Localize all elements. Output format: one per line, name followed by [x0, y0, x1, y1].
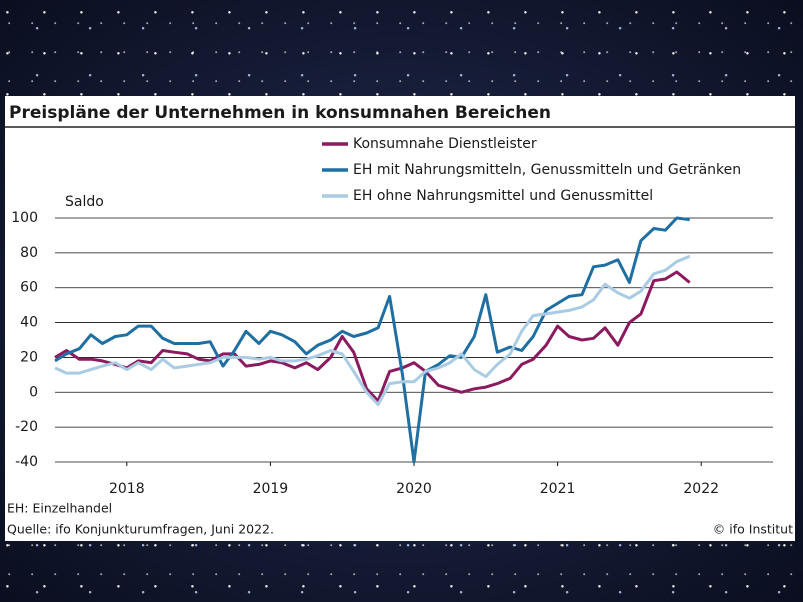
x-tick-label: 2021 [540, 481, 576, 497]
x-tick-label: 2022 [683, 481, 719, 497]
y-tick-label: 20 [20, 349, 38, 365]
y-tick-label: -40 [15, 454, 38, 470]
series-line [54, 254, 691, 406]
source: Quelle: ifo Konjunkturumfragen, Juni 202… [7, 522, 274, 537]
y-tick-label: 0 [29, 384, 38, 400]
x-tick-label: 2019 [253, 481, 289, 497]
note: EH: Einzelhandel [7, 501, 112, 516]
legend-label: Konsumnahe Dienstleister [353, 136, 537, 152]
y-tick-label: -20 [15, 419, 38, 435]
y-tick-label: 100 [11, 210, 38, 226]
series-line [54, 216, 690, 464]
x-tick-label: 2018 [109, 481, 145, 497]
legend-label: EH ohne Nahrungsmittel und Genussmittel [353, 188, 653, 204]
y-tick-label: 60 [20, 280, 38, 296]
series-line [54, 270, 691, 403]
chart-title: Preispläne der Unternehmen in konsumnahe… [9, 103, 551, 123]
legend-label: EH mit Nahrungsmitteln, Genussmitteln un… [353, 162, 741, 178]
x-tick-label: 2020 [396, 481, 432, 497]
credit: © ifo Institut [713, 522, 793, 537]
y-tick-label: 40 [20, 315, 38, 331]
y-tick-label: 80 [20, 245, 38, 261]
panel [5, 96, 795, 541]
y-axis-label: Saldo [65, 194, 104, 210]
